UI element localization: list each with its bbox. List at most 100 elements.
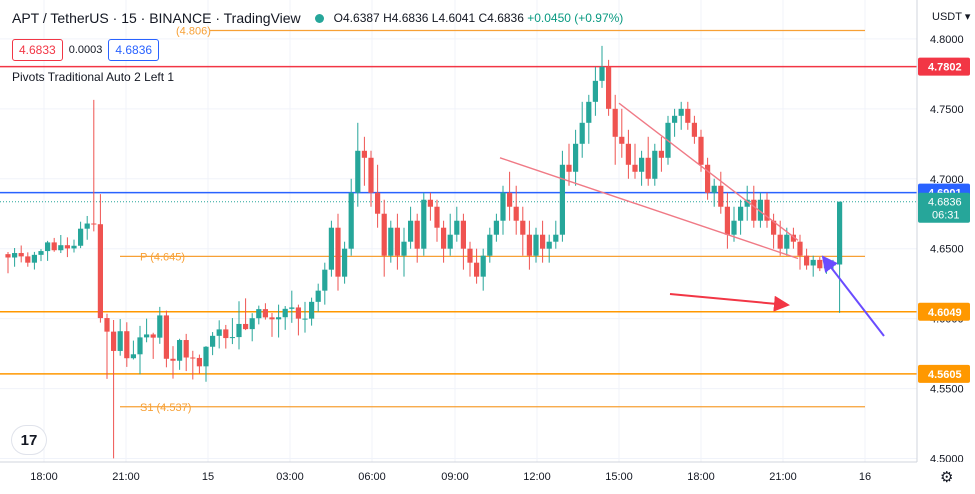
candle-body <box>441 227 447 249</box>
bid-price-button[interactable]: 4.6833 <box>12 39 63 61</box>
candle-body <box>645 157 651 179</box>
candle-body <box>460 220 466 249</box>
x-tick-label: 09:00 <box>441 471 469 483</box>
blue-arrow <box>821 255 885 337</box>
candlestick-series <box>5 45 843 459</box>
candle-body <box>500 192 506 221</box>
candle-body <box>467 248 473 263</box>
candle-body <box>256 309 262 319</box>
ohlc-close: C4.6836 <box>478 11 524 25</box>
chart-grid <box>0 0 917 462</box>
candle-body <box>190 357 196 359</box>
candle-body <box>282 308 288 318</box>
candle-body <box>797 241 803 256</box>
x-tick-label: 18:00 <box>30 471 58 483</box>
candle-body <box>672 115 678 123</box>
candle-body <box>553 234 559 242</box>
candle-body <box>533 234 539 256</box>
chart-drawings <box>499 102 885 337</box>
candle-body <box>183 340 189 358</box>
gear-icon[interactable]: ⚙ <box>940 469 954 486</box>
candle-body <box>342 248 348 277</box>
pivot-level-label: P (4.645) <box>140 251 185 263</box>
candle-body <box>606 66 612 109</box>
ohlc-change: +0.0450 (+0.97%) <box>527 11 624 25</box>
candle-body <box>163 315 169 359</box>
y-tick-label: 4.5500 <box>930 384 964 396</box>
candle-body <box>104 318 110 332</box>
candle-body <box>130 354 136 359</box>
candle-body <box>526 234 532 256</box>
candle-body <box>427 199 433 207</box>
candle-body <box>599 66 605 81</box>
candle-body <box>751 199 757 221</box>
candle-body <box>579 122 585 144</box>
candle-body <box>698 136 704 165</box>
candle-body <box>111 331 117 351</box>
price-level-axis-box <box>918 302 970 321</box>
candle-body <box>64 245 70 249</box>
candle-body <box>315 290 321 302</box>
candle-body <box>685 108 691 123</box>
x-tick-label: 21:00 <box>769 471 797 483</box>
candle-body <box>348 192 354 249</box>
x-tick-label: 18:00 <box>687 471 715 483</box>
candle-body <box>817 259 823 269</box>
x-tick-label: 15 <box>202 471 214 483</box>
candle-body <box>454 220 460 235</box>
price-level-axis-box <box>918 57 970 76</box>
candle-body <box>823 265 829 269</box>
chevron-down-icon: ▾ <box>964 11 971 23</box>
candle-body <box>784 234 790 249</box>
candle-body <box>520 220 526 235</box>
candle-body <box>487 234 493 256</box>
price-levels: (4.806) P (4.645) S1 (4.537) <box>0 25 917 414</box>
candle-body <box>229 337 235 339</box>
x-tick-label: 06:00 <box>358 471 386 483</box>
x-tick-label: 16 <box>859 471 871 483</box>
candle-body <box>262 309 268 318</box>
tradingview-logo[interactable]: 17 <box>12 426 46 454</box>
candle-body <box>731 220 737 235</box>
candle-body <box>144 334 150 338</box>
candle-body <box>381 213 387 256</box>
candle-body <box>388 227 394 256</box>
candle-body <box>771 220 777 235</box>
indicator-legend[interactable]: Pivots Traditional Auto 2 Left 1 <box>12 70 175 84</box>
candle-body <box>335 227 341 277</box>
candle-body <box>540 234 546 249</box>
candle-body <box>401 241 407 256</box>
ask-price-button[interactable]: 4.6836 <box>108 39 160 61</box>
candle-body <box>5 254 11 258</box>
candle-body <box>51 242 57 251</box>
candle-body <box>368 157 374 193</box>
candle-body <box>203 346 209 367</box>
candle-body <box>421 199 427 249</box>
candle-body <box>243 323 249 330</box>
countdown-label: 06:31 <box>932 210 960 222</box>
candle-body <box>830 264 836 266</box>
candle-body <box>12 253 18 258</box>
candle-body <box>328 227 334 270</box>
candle-body <box>738 206 744 221</box>
candle-body <box>137 337 143 355</box>
candle-body <box>177 340 183 361</box>
candle-body <box>678 108 684 116</box>
candle-body <box>711 185 717 193</box>
candle-body <box>38 251 44 255</box>
quote-row: 4.6833 0.0003 4.6836 <box>12 39 160 61</box>
candle-body <box>764 199 770 221</box>
price-axis-bg <box>917 0 975 494</box>
currency-selector[interactable]: USDT ▾ <box>932 10 970 23</box>
ohlc-low: L4.6041 <box>431 11 476 25</box>
candle-body <box>223 329 229 339</box>
candle-body <box>196 357 202 367</box>
chart-title[interactable]: APT / TetherUS · 15 · BINANCE · TradingV… <box>12 10 301 26</box>
candle-body <box>447 234 453 249</box>
candle-body <box>302 318 308 320</box>
price-level-axis-label: 4.6049 <box>928 307 962 319</box>
candle-body <box>513 206 519 221</box>
candle-body <box>559 164 565 235</box>
